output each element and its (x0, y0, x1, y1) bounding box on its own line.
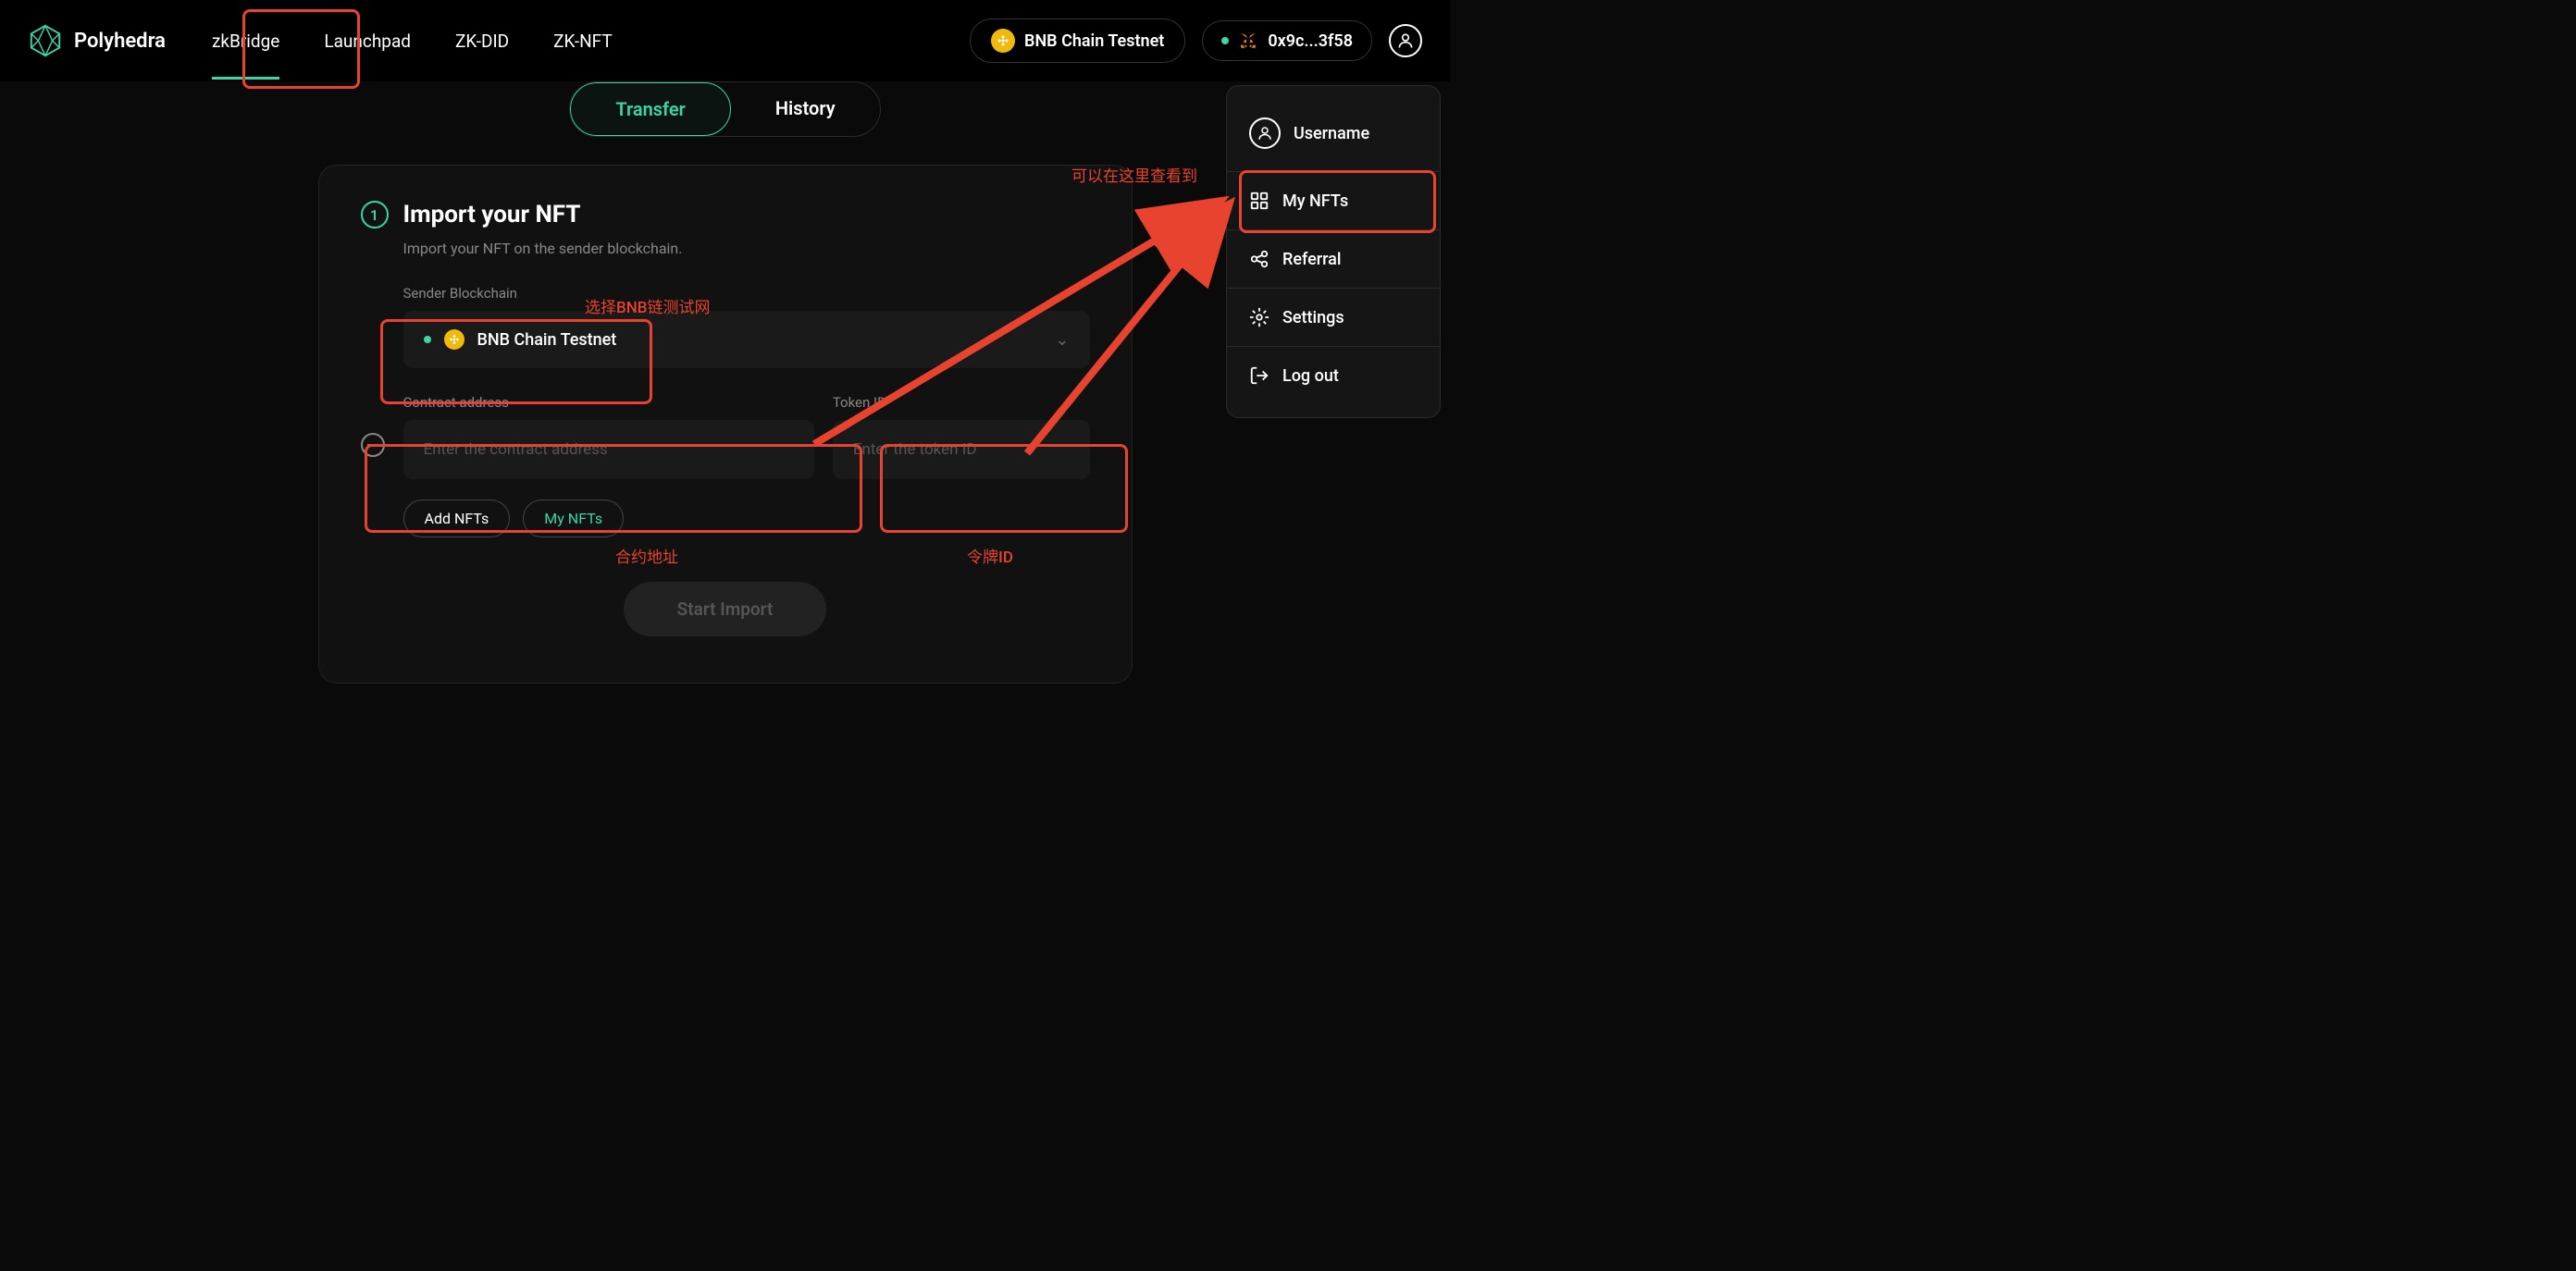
contract-col: Contract address (403, 394, 814, 479)
user-icon (1249, 117, 1281, 149)
token-id-input[interactable] (833, 420, 1090, 479)
tabs: Transfer History (569, 81, 880, 137)
divider (1227, 288, 1440, 289)
step-number: 1 (361, 201, 389, 228)
nav-launchpad[interactable]: Launchpad (324, 3, 411, 80)
status-dot-icon (424, 336, 431, 343)
remove-row-button[interactable] (361, 433, 385, 457)
dropdown-my-nfts[interactable]: My NFTs (1227, 176, 1440, 226)
wallet-button[interactable]: 0x9c...3f58 (1202, 20, 1372, 61)
step-subtitle: Import your NFT on the sender blockchain… (403, 240, 1090, 257)
nav-zknft[interactable]: ZK-NFT (553, 3, 613, 80)
logout-icon (1249, 365, 1269, 386)
chain-name: BNB Chain Testnet (1024, 31, 1164, 51)
metamask-icon (1238, 31, 1258, 51)
nav-zkbridge[interactable]: zkBridge (212, 3, 279, 80)
my-nfts-label: My NFTs (1282, 191, 1348, 211)
divider (1227, 346, 1440, 347)
logout-label: Log out (1282, 366, 1339, 386)
step-title: Import your NFT (403, 201, 581, 228)
username-label: Username (1294, 124, 1369, 143)
chain-selector[interactable]: BNB Chain Testnet (970, 19, 1185, 63)
divider (1227, 171, 1440, 172)
import-card: 1 Import your NFT Import your NFT on the… (318, 165, 1133, 684)
token-label: Token ID (833, 394, 1090, 411)
dropdown-settings[interactable]: Settings (1227, 292, 1440, 342)
contract-address-input[interactable] (403, 420, 814, 479)
tabs-container: Transfer History (28, 81, 1422, 137)
bnb-icon (444, 329, 464, 350)
step-header: 1 Import your NFT (361, 201, 1090, 228)
my-nfts-button[interactable]: My NFTs (523, 500, 624, 537)
tab-transfer[interactable]: Transfer (570, 82, 731, 136)
chevron-down-icon: ⌄ (1055, 330, 1069, 350)
token-col: Token ID (833, 394, 1090, 479)
connection-status-dot (1221, 37, 1229, 44)
sender-value: BNB Chain Testnet (477, 330, 617, 350)
dropdown-username[interactable]: Username (1227, 103, 1440, 167)
sender-blockchain-select[interactable]: BNB Chain Testnet ⌄ (403, 311, 1090, 368)
add-nfts-button[interactable]: Add NFTs (403, 500, 511, 537)
gear-icon (1249, 307, 1269, 327)
start-import-button[interactable]: Start Import (624, 582, 827, 636)
grid-icon (1249, 191, 1269, 211)
wallet-address: 0x9c...3f58 (1268, 31, 1353, 51)
logo[interactable]: Polyhedra (28, 23, 166, 58)
dropdown-logout[interactable]: Log out (1227, 351, 1440, 401)
profile-dropdown: Username My NFTs Referral Settings Log o… (1226, 85, 1441, 418)
divider (1227, 229, 1440, 230)
profile-button[interactable] (1389, 24, 1422, 57)
referral-label: Referral (1282, 250, 1341, 269)
share-icon (1249, 249, 1269, 269)
nav-zkdid[interactable]: ZK-DID (455, 3, 509, 80)
user-icon (1396, 31, 1415, 50)
brand-name: Polyhedra (74, 30, 166, 53)
main-nav: zkBridge Launchpad ZK-DID ZK-NFT (212, 3, 970, 80)
header: Polyhedra zkBridge Launchpad ZK-DID ZK-N… (0, 0, 1450, 81)
tab-history[interactable]: History (731, 82, 880, 136)
buttons-row: Add NFTs My NFTs (403, 500, 1090, 537)
contract-label: Contract address (403, 394, 814, 411)
settings-label: Settings (1282, 308, 1344, 327)
input-row: Contract address Token ID (361, 394, 1090, 479)
polyhedra-logo-icon (28, 23, 63, 58)
bnb-icon (991, 29, 1015, 53)
sender-label: Sender Blockchain (403, 285, 1090, 302)
dropdown-referral[interactable]: Referral (1227, 234, 1440, 284)
header-right: BNB Chain Testnet 0x9c...3f58 (970, 19, 1422, 63)
